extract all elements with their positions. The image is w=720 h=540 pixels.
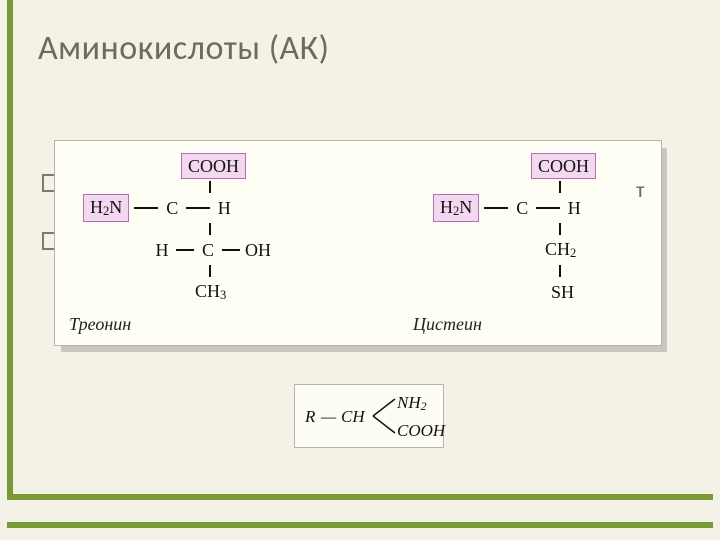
atom-c: C: [163, 199, 181, 217]
atom-ch2: CH2: [545, 240, 576, 260]
page-title: Аминокислоты (АК): [38, 28, 329, 69]
inset-dash: —: [321, 407, 336, 427]
structure-threonine: COOH H2N C H H C OH CH3: [83, 153, 271, 305]
bond-icon: [536, 207, 560, 209]
inset-cooh: COOH: [397, 421, 445, 441]
group-cooh: COOH: [531, 153, 596, 179]
bond-icon: [209, 223, 211, 235]
atom-ch3: CH3: [195, 282, 226, 302]
atom-h: H: [215, 199, 233, 217]
bond-icon: [559, 223, 561, 235]
atom-c: C: [199, 241, 217, 259]
group-h2n: H2N: [433, 194, 479, 222]
bond-icon: [559, 181, 561, 193]
bond-icon: [134, 207, 158, 209]
inset-nh2: NH2: [397, 393, 427, 414]
accent-bar-vertical: [7, 0, 13, 500]
group-h2n: H2N: [83, 194, 129, 222]
inset-r: R: [305, 407, 315, 427]
structure-cysteine: COOH H2N C H CH2 SH: [433, 153, 596, 305]
bond-icon: [186, 207, 210, 209]
group-cooh: COOH: [181, 153, 246, 179]
atom-h: H: [153, 241, 171, 259]
angle-bracket-icon: [371, 393, 399, 439]
atom-h: H: [565, 199, 583, 217]
molecule-name-threonine: Треонин: [69, 314, 131, 335]
inset-ch: CH: [341, 407, 365, 427]
bond-icon: [209, 181, 211, 193]
bond-icon: [559, 265, 561, 277]
bond-icon: [209, 265, 211, 277]
general-formula-inset: R — CH NH2 COOH: [294, 384, 444, 448]
accent-bar-horizontal-upper: [7, 494, 713, 500]
atom-sh: SH: [551, 283, 574, 301]
stray-text: т: [636, 176, 645, 203]
bond-icon: [484, 207, 508, 209]
accent-bar-horizontal-lower: [7, 522, 713, 528]
atom-c: C: [513, 199, 531, 217]
bond-icon: [176, 249, 194, 251]
atom-oh: OH: [245, 241, 271, 259]
bond-icon: [222, 249, 240, 251]
molecule-name-cysteine: Цистеин: [413, 314, 482, 335]
structures-panel: COOH H2N C H H C OH CH3 COOH H2N: [54, 140, 662, 346]
